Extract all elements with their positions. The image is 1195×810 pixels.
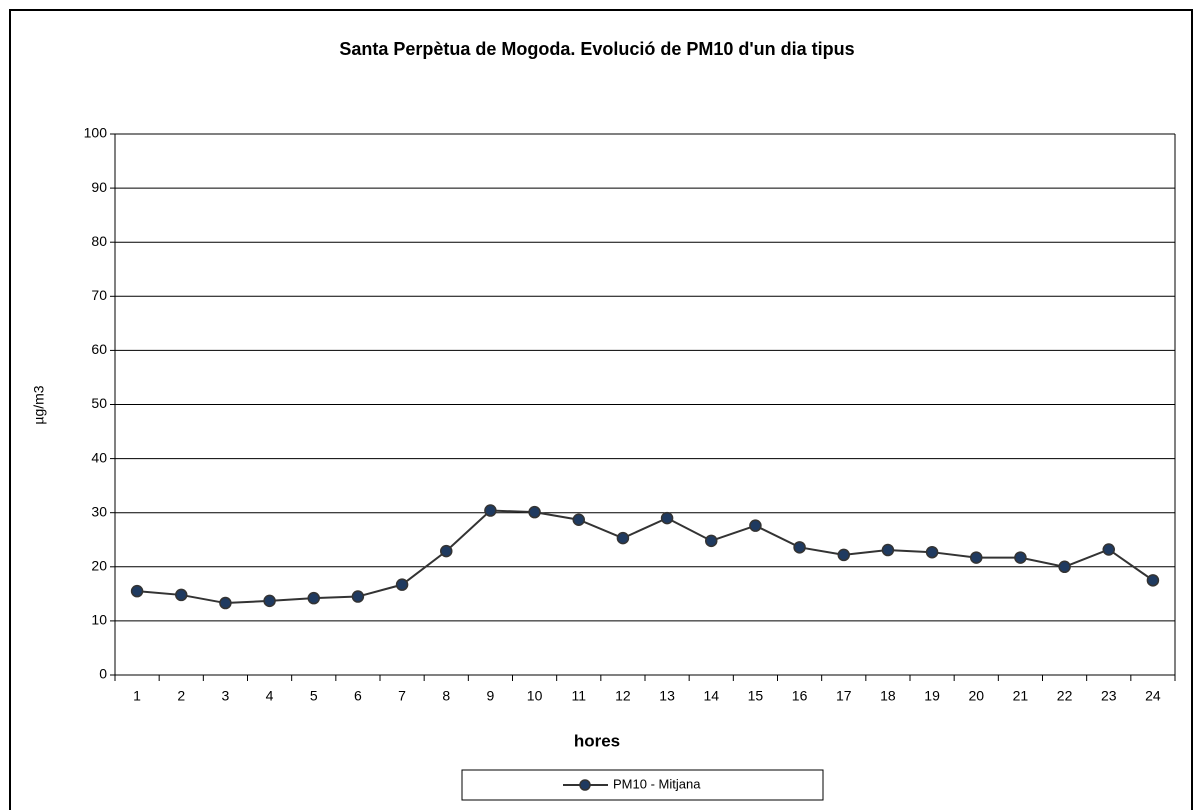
series-line [136, 509, 1154, 605]
x-tick-label: 14 [703, 688, 719, 704]
data-point [970, 551, 983, 564]
data-point [749, 519, 762, 532]
legend-label: PM10 - Mitjana [613, 776, 701, 791]
x-tick-label: 5 [310, 688, 318, 704]
x-tick-label: 23 [1101, 688, 1117, 704]
y-tick-label: 20 [91, 558, 107, 574]
y-tick-label: 80 [91, 233, 107, 249]
data-point [1146, 574, 1160, 587]
x-tick-label: 8 [442, 688, 450, 704]
y-tick-label: 70 [91, 287, 107, 303]
data-point [1014, 551, 1027, 564]
x-tick-label: 12 [615, 688, 631, 704]
data-point [130, 584, 144, 598]
chart-title: Santa Perpètua de Mogoda. Evolució de PM… [339, 39, 854, 59]
y-tick-label: 40 [91, 449, 107, 465]
x-tick-label: 9 [487, 688, 495, 704]
y-tick-label: 90 [91, 179, 107, 195]
x-tick-label: 7 [398, 688, 406, 704]
data-point [528, 505, 541, 519]
data-point [881, 543, 895, 557]
y-tick-label: 0 [99, 666, 107, 682]
y-tick-label: 50 [91, 395, 107, 411]
y-tick-label: 60 [91, 341, 107, 357]
x-tick-label: 1 [133, 688, 141, 704]
data-point [219, 596, 232, 610]
y-axis-label: µg/m3 [31, 385, 47, 424]
data-point [263, 594, 276, 608]
x-tick-label: 22 [1057, 688, 1073, 704]
x-tick-label: 10 [527, 688, 543, 704]
data-point [925, 545, 939, 559]
legend-marker [579, 779, 591, 791]
x-tick-label: 13 [659, 688, 675, 704]
x-tick-label: 3 [222, 688, 230, 704]
data-point [484, 504, 497, 517]
data-point [572, 513, 585, 526]
x-tick-label: 4 [266, 688, 274, 704]
data-point [1102, 543, 1115, 556]
x-tick-label: 20 [968, 688, 984, 704]
y-tick-label: 30 [91, 503, 107, 519]
data-point [307, 591, 320, 605]
x-tick-label: 11 [571, 688, 586, 704]
data-point [660, 511, 674, 525]
x-tick-label: 18 [880, 688, 896, 704]
x-tick-label: 24 [1145, 688, 1161, 704]
data-point [616, 531, 630, 545]
data-point [837, 548, 850, 562]
data-point [793, 541, 806, 554]
x-tick-label: 15 [748, 688, 764, 704]
data-point [395, 578, 409, 591]
legend [461, 769, 824, 801]
x-tick-label: 2 [177, 688, 185, 704]
x-tick-label: 19 [924, 688, 940, 704]
y-tick-label: 100 [84, 125, 108, 141]
data-point [175, 588, 188, 602]
data-point [705, 534, 718, 548]
y-tick-label: 10 [91, 612, 107, 628]
data-point [351, 590, 365, 603]
x-tick-label: 16 [792, 688, 808, 704]
x-tick-label: 21 [1013, 688, 1029, 704]
x-tick-label: 17 [836, 688, 852, 704]
x-tick-label: 6 [354, 688, 362, 704]
x-axis-label: hores [574, 731, 620, 750]
data-point [440, 544, 453, 558]
data-point [1058, 560, 1071, 574]
